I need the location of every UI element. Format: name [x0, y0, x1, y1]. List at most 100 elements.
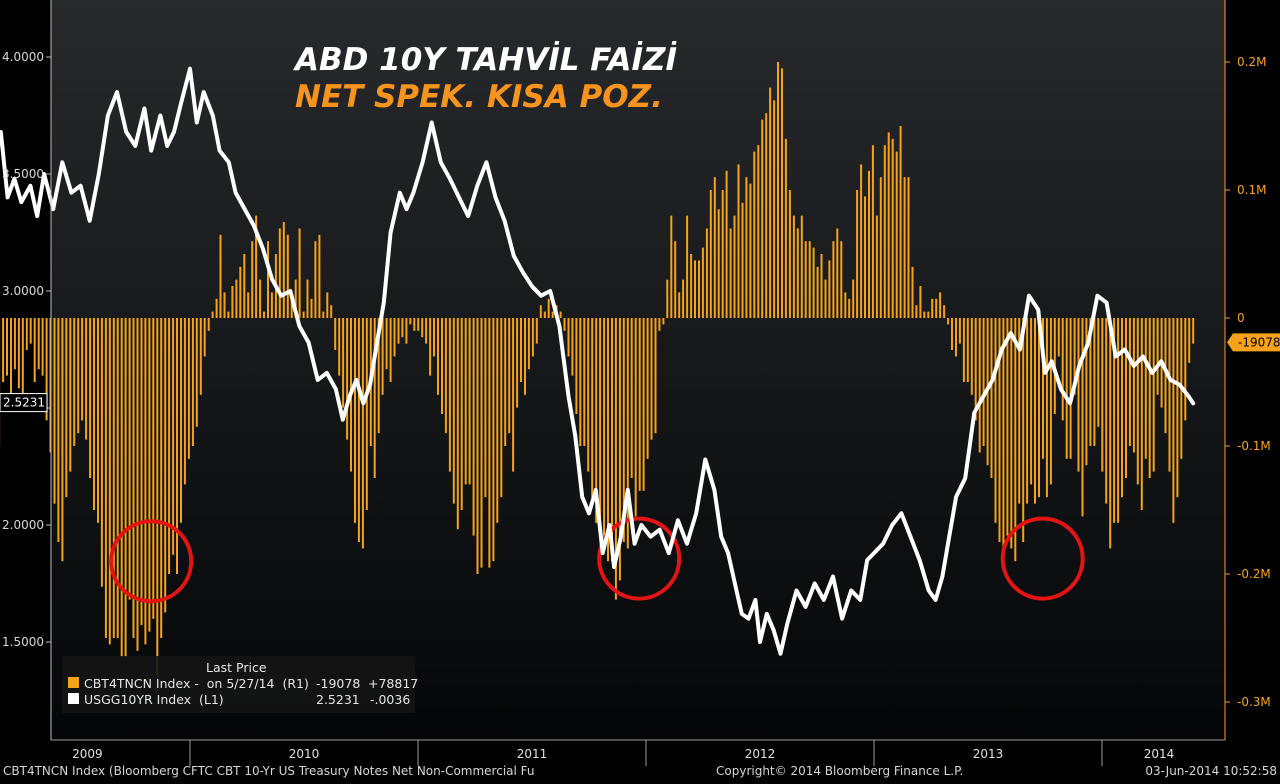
- x-tick-label: 2009: [72, 747, 103, 761]
- bar: [18, 318, 20, 388]
- bar: [2, 318, 4, 382]
- bar: [1058, 318, 1060, 356]
- bar: [655, 318, 657, 433]
- bar: [817, 267, 819, 318]
- legend-row2-name: USGG10YR Index (L1): [84, 692, 224, 707]
- bar: [469, 318, 471, 484]
- bar: [702, 248, 704, 318]
- bar: [1184, 318, 1186, 420]
- bar: [398, 318, 400, 344]
- bar: [971, 318, 973, 395]
- bar: [180, 318, 182, 523]
- bar: [326, 292, 328, 318]
- bar: [730, 228, 732, 318]
- bar: [1149, 318, 1151, 478]
- bar: [1133, 318, 1135, 452]
- bar: [722, 190, 724, 318]
- bar: [57, 318, 59, 542]
- left-tick-label: 3.5000: [2, 167, 44, 181]
- footer-left: CBT4TNCN Index (Bloomberg CFTC CBT 10-Yr…: [3, 764, 535, 778]
- bar: [144, 318, 146, 644]
- bar: [204, 318, 206, 356]
- bar: [710, 190, 712, 318]
- bar: [243, 254, 245, 318]
- bar: [935, 299, 937, 318]
- bar: [156, 318, 158, 676]
- bar: [168, 318, 170, 574]
- bar: [1034, 318, 1036, 504]
- bar: [1141, 318, 1143, 510]
- bar: [939, 292, 941, 318]
- bar: [1010, 318, 1012, 548]
- bar: [224, 292, 226, 318]
- bar: [516, 318, 518, 408]
- bar: [781, 68, 783, 318]
- x-tick-label: 2011: [517, 747, 548, 761]
- bar: [1082, 318, 1084, 516]
- bar: [1030, 318, 1032, 484]
- bar: [437, 318, 439, 395]
- bar: [473, 318, 475, 536]
- bar: [742, 203, 744, 318]
- bar: [738, 164, 740, 318]
- bar: [793, 216, 795, 318]
- left-tick-label: 2.0000: [2, 518, 44, 532]
- legend-row1-name: CBT4TNCN Index - on 5/27/14 (R1): [84, 676, 309, 691]
- bar: [1169, 318, 1171, 472]
- bar: [1172, 318, 1174, 523]
- bar: [714, 177, 716, 318]
- x-tick-label: 2013: [973, 747, 1004, 761]
- bar: [429, 318, 431, 376]
- bar: [303, 312, 305, 318]
- bar: [979, 318, 981, 452]
- bar: [97, 318, 99, 523]
- bar: [821, 254, 823, 318]
- bar: [888, 132, 890, 318]
- bar: [220, 235, 222, 318]
- legend-row1-last: -19078: [316, 676, 360, 691]
- bar: [358, 318, 360, 542]
- bar: [283, 222, 285, 318]
- bar: [164, 318, 166, 612]
- bar: [141, 318, 143, 625]
- bar: [726, 171, 728, 318]
- bar: [488, 318, 490, 568]
- bar: [568, 318, 570, 356]
- bar: [267, 241, 269, 318]
- bar: [73, 318, 75, 446]
- bar: [346, 318, 348, 440]
- bar: [465, 318, 467, 484]
- legend-header: Last Price: [206, 660, 267, 675]
- bar: [1006, 318, 1008, 536]
- bar: [860, 164, 862, 318]
- legend-row2-change: -.0036: [370, 692, 410, 707]
- bar: [1145, 318, 1147, 459]
- bar: [1101, 318, 1103, 472]
- left-last-value-label: 2.5231: [3, 396, 45, 410]
- bar: [271, 292, 273, 318]
- bar: [868, 171, 870, 318]
- bar: [421, 318, 423, 337]
- bar: [125, 318, 127, 657]
- bar: [93, 318, 95, 510]
- bar: [690, 254, 692, 318]
- bar: [927, 312, 929, 318]
- bar: [603, 318, 605, 542]
- bar: [931, 299, 933, 318]
- x-tick-label: 2012: [745, 747, 776, 761]
- bar: [765, 113, 767, 318]
- bar: [773, 100, 775, 318]
- chart-title-line2: NET SPEK. KISA POZ.: [295, 79, 663, 115]
- bar: [263, 312, 265, 318]
- bar: [627, 318, 629, 548]
- bar: [1176, 318, 1178, 497]
- bar: [678, 292, 680, 318]
- bar: [69, 318, 71, 472]
- bar: [643, 318, 645, 491]
- bar: [698, 260, 700, 318]
- bar: [481, 318, 483, 568]
- x-tick-label: 2010: [289, 747, 320, 761]
- bar: [409, 318, 411, 324]
- bar: [61, 318, 63, 561]
